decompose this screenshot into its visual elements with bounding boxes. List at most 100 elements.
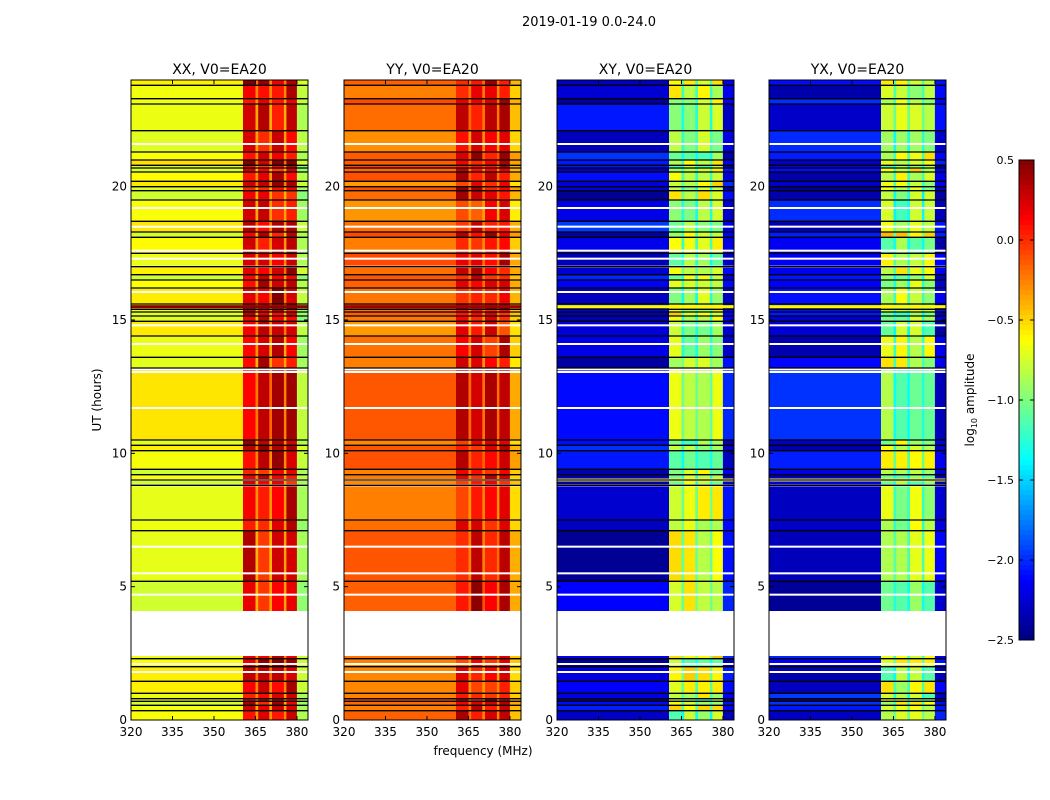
heatmap-cell xyxy=(258,274,270,281)
y-tick-label: 5 xyxy=(119,580,127,594)
heatmap-cell xyxy=(893,656,897,660)
heatmap-cell xyxy=(243,165,256,169)
heatmap-cell xyxy=(456,232,469,238)
heatmap-cell xyxy=(485,85,498,99)
heatmap-cell xyxy=(296,316,309,322)
heatmap-cell xyxy=(934,181,947,187)
heatmap-cell xyxy=(934,232,947,238)
x-tick-label: 320 xyxy=(758,725,781,739)
heatmap-cell xyxy=(485,172,498,182)
heatmap-cell xyxy=(893,186,897,192)
heatmap-cell xyxy=(296,85,309,99)
heatmap-cell xyxy=(344,336,457,358)
heatmap-cell xyxy=(344,469,457,475)
heatmap-cell xyxy=(934,520,947,532)
heatmap-cell xyxy=(893,469,897,475)
heatmap-cell xyxy=(286,485,298,521)
heatmap-cell xyxy=(243,321,256,337)
heatmap-cell xyxy=(272,172,285,182)
heatmap-cell xyxy=(258,658,270,668)
heatmap-cell xyxy=(910,280,923,289)
heatmap-cell xyxy=(482,274,486,281)
heatmap-cell xyxy=(712,104,724,132)
heatmap-cell xyxy=(910,666,923,682)
flagged-row-white xyxy=(557,407,734,409)
heatmap-cell xyxy=(509,232,522,238)
heatmap-cell xyxy=(881,98,894,105)
x-tick-label: 320 xyxy=(333,725,356,739)
heatmap-cell xyxy=(881,160,894,166)
heatmap-cell xyxy=(131,130,244,153)
y-tick-label: 15 xyxy=(750,313,765,327)
heatmap-cell xyxy=(557,80,670,86)
heatmap-cell xyxy=(499,190,511,201)
heatmap-cell xyxy=(896,85,908,99)
heatmap-cell xyxy=(893,445,897,451)
heatmap-cell xyxy=(924,274,936,281)
colorbar-segment xyxy=(1019,395,1034,401)
heatmap-cell xyxy=(509,200,522,222)
heatmap-cell xyxy=(921,698,925,702)
heatmap-cell xyxy=(712,445,724,451)
heatmap-cell xyxy=(482,681,486,694)
heatmap-cell xyxy=(485,581,498,611)
heatmap-cell xyxy=(669,701,682,706)
heatmap-cell xyxy=(924,710,936,721)
heatmap-cell xyxy=(681,288,685,305)
heatmap-cell xyxy=(896,266,908,276)
heatmap-cell xyxy=(698,450,711,470)
heatmap-cell xyxy=(482,445,486,451)
heatmap-cell xyxy=(243,445,256,451)
heatmap-cell xyxy=(485,469,498,475)
colorbar-segment xyxy=(1019,620,1034,626)
heatmap-cell xyxy=(272,710,285,721)
heatmap-cell xyxy=(722,152,735,161)
heatmap-cell xyxy=(722,181,735,187)
heatmap-cell xyxy=(769,485,882,521)
heatmap-cell xyxy=(499,288,511,305)
heatmap-cell xyxy=(258,165,270,169)
heatmap-cell xyxy=(344,445,457,451)
heatmap-cell xyxy=(684,85,696,99)
heatmap-cell xyxy=(269,152,273,161)
heatmap-cell xyxy=(907,80,911,86)
heatmap-cell xyxy=(893,172,897,182)
heatmap-cell xyxy=(258,485,270,521)
flagged-row-white xyxy=(131,572,308,575)
colorbar-segment xyxy=(1019,420,1034,426)
heatmap-cell xyxy=(681,316,685,322)
heatmap-cell xyxy=(893,520,897,532)
heatmap-cell xyxy=(924,485,936,521)
heatmap-cell xyxy=(709,698,713,702)
heatmap-cell xyxy=(499,316,511,322)
heatmap-cell xyxy=(286,368,298,441)
heatmap-cell xyxy=(881,181,894,187)
heatmap-cell xyxy=(456,253,469,267)
heatmap-cell xyxy=(698,520,711,532)
heatmap-cell xyxy=(698,80,711,86)
heatmap-cell xyxy=(910,368,923,441)
heatmap-cell xyxy=(243,368,256,441)
heatmap-cell xyxy=(468,80,472,86)
colorbar-tick-label: −1.0 xyxy=(987,394,1014,407)
heatmap-cell xyxy=(496,288,500,305)
heatmap-cell xyxy=(924,520,936,532)
heatmap-cell xyxy=(269,85,273,99)
heatmap-cell xyxy=(468,710,472,721)
heatmap-cell xyxy=(131,172,244,182)
heatmap-cell xyxy=(924,474,936,481)
heatmap-cell xyxy=(499,152,511,161)
heatmap-cell xyxy=(468,274,472,281)
heatmap-cell xyxy=(344,253,457,267)
colorbar-segment xyxy=(1019,225,1034,231)
heatmap-cell xyxy=(283,469,287,475)
heatmap-cell xyxy=(684,80,696,86)
heatmap-cell xyxy=(557,165,670,169)
heatmap-cell xyxy=(255,190,259,201)
y-tick-label: 5 xyxy=(757,580,765,594)
heatmap-cell xyxy=(131,98,244,105)
flagged-row-white xyxy=(131,663,308,665)
flagged-row-white xyxy=(131,207,308,209)
heatmap-cell xyxy=(243,232,256,238)
heatmap-cell xyxy=(499,85,511,99)
